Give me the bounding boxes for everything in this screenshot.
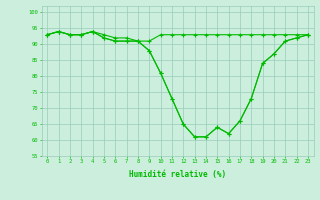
X-axis label: Humidité relative (%): Humidité relative (%)	[129, 170, 226, 179]
